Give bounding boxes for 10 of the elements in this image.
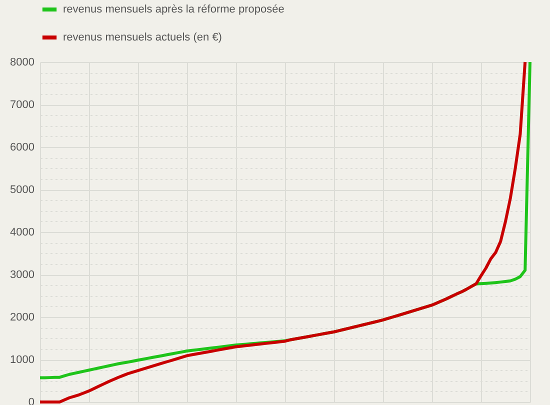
y-tick-label: 2000 — [10, 312, 34, 324]
y-tick-label: 4000 — [10, 226, 34, 238]
y-tick-label: 3000 — [10, 269, 34, 281]
y-tick-label: 6000 — [10, 142, 34, 154]
legend-label: revenus mensuels actuels (en €) — [63, 32, 222, 44]
y-tick-label: 8000 — [10, 56, 34, 68]
legend-label: revenus mensuels après la réforme proposée — [63, 4, 284, 16]
y-tick-label: 7000 — [10, 99, 34, 111]
y-tick-label: 5000 — [10, 184, 34, 196]
y-tick-label: 1000 — [10, 354, 34, 366]
